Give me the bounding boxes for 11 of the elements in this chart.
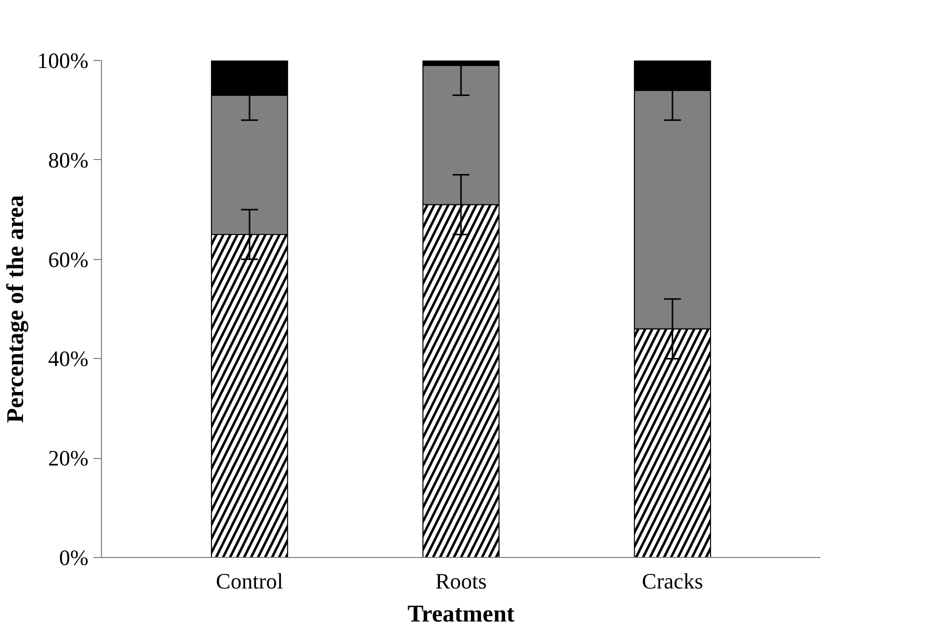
y-tick-label: 100%: [37, 48, 88, 73]
x-tick-label: Cracks: [642, 568, 704, 594]
x-tick-label: Roots: [435, 568, 487, 594]
y-tick-label: 20%: [48, 446, 88, 471]
y-tick-label: 40%: [48, 346, 88, 372]
y-tick-label: 80%: [48, 147, 88, 172]
y-tick-label: 60%: [48, 246, 88, 272]
x-tick-label: Control: [216, 568, 284, 594]
x-axis-title: Treatment: [407, 602, 515, 628]
y-tick-label: 0%: [59, 545, 88, 570]
y-axis-title: Percentage of the area: [3, 195, 30, 423]
